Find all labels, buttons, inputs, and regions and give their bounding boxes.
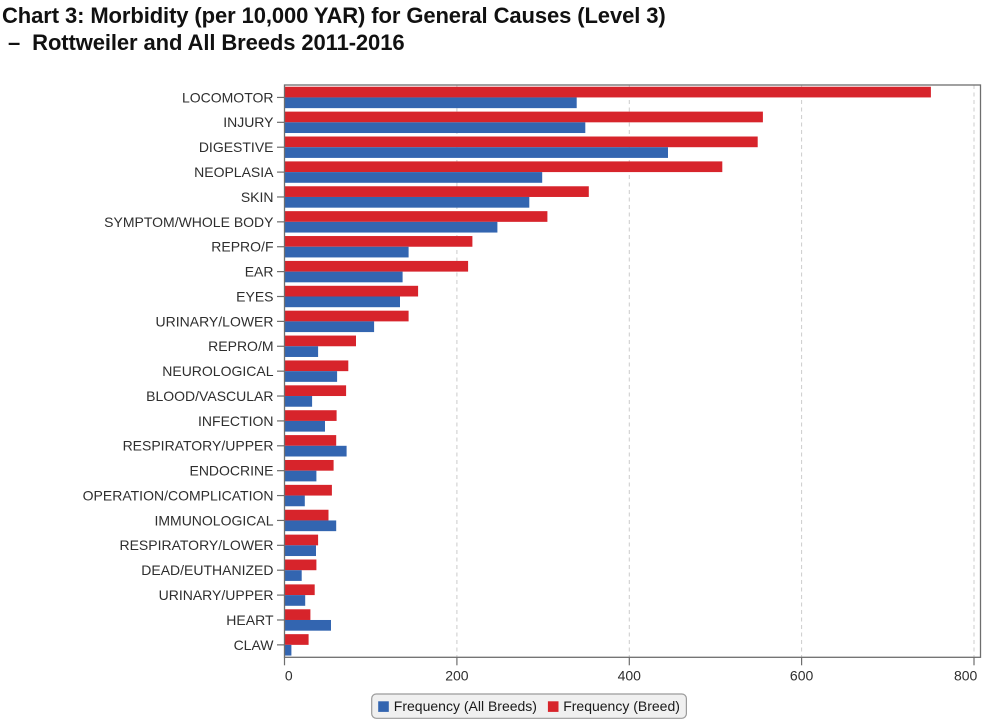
svg-text:600: 600: [790, 668, 814, 684]
svg-text:INFECTION: INFECTION: [198, 413, 273, 429]
svg-text:200: 200: [445, 668, 469, 684]
svg-text:RESPIRATORY/UPPER: RESPIRATORY/UPPER: [123, 438, 274, 454]
svg-text:NEUROLOGICAL: NEUROLOGICAL: [162, 363, 273, 379]
svg-text:EAR: EAR: [245, 264, 274, 280]
svg-text:ENDOCRINE: ENDOCRINE: [189, 463, 273, 479]
svg-text:BLOOD/VASCULAR: BLOOD/VASCULAR: [146, 388, 273, 404]
svg-text:URINARY/UPPER: URINARY/UPPER: [159, 587, 274, 603]
svg-text:DIGESTIVE: DIGESTIVE: [199, 139, 274, 155]
svg-text:400: 400: [618, 668, 642, 684]
svg-text:URINARY/LOWER: URINARY/LOWER: [156, 313, 274, 329]
svg-text:SYMPTOM/WHOLE BODY: SYMPTOM/WHOLE BODY: [104, 214, 274, 230]
svg-text:REPRO/F: REPRO/F: [211, 239, 273, 255]
svg-text:Frequency (Breed): Frequency (Breed): [563, 698, 680, 714]
svg-text:800: 800: [954, 668, 978, 684]
svg-text:IMMUNOLOGICAL: IMMUNOLOGICAL: [154, 512, 273, 528]
svg-text:0: 0: [285, 668, 293, 684]
svg-text:RESPIRATORY/LOWER: RESPIRATORY/LOWER: [119, 537, 273, 553]
svg-text:LOCOMOTOR: LOCOMOTOR: [182, 89, 274, 105]
svg-text:OPERATION/COMPLICATION: OPERATION/COMPLICATION: [83, 487, 274, 503]
svg-text:Frequency (All Breeds): Frequency (All Breeds): [394, 698, 537, 714]
svg-text:SKIN: SKIN: [241, 189, 274, 205]
svg-text:INJURY: INJURY: [223, 114, 274, 130]
svg-text:REPRO/M: REPRO/M: [208, 338, 273, 354]
svg-text:HEART: HEART: [226, 612, 274, 628]
svg-text:EYES: EYES: [236, 288, 273, 304]
svg-text:DEAD/EUTHANIZED: DEAD/EUTHANIZED: [141, 562, 273, 578]
svg-text:NEOPLASIA: NEOPLASIA: [194, 164, 274, 180]
svg-text:CLAW: CLAW: [234, 637, 275, 653]
